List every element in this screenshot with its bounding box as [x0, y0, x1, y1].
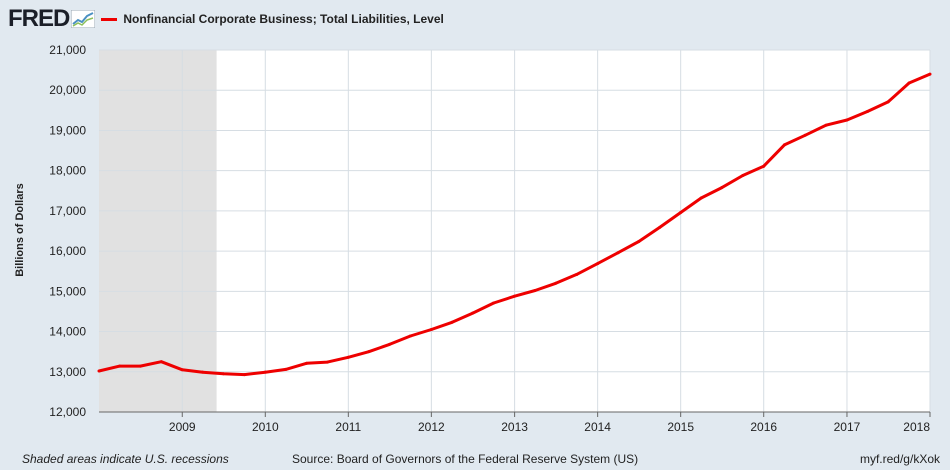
data-point[interactable]	[263, 370, 267, 374]
data-point[interactable]	[824, 123, 828, 127]
y-tick-label: 17,000	[49, 204, 86, 218]
data-point[interactable]	[201, 370, 205, 374]
data-point[interactable]	[575, 272, 579, 276]
data-point[interactable]	[284, 367, 288, 371]
data-point[interactable]	[325, 360, 329, 364]
x-tick-label: 2010	[252, 420, 279, 434]
data-point[interactable]	[387, 342, 391, 346]
data-point[interactable]	[138, 364, 142, 368]
data-point[interactable]	[118, 364, 122, 368]
data-point[interactable]	[907, 81, 911, 85]
legend-swatch	[101, 17, 118, 21]
data-point[interactable]	[429, 328, 433, 332]
y-tick-label: 12,000	[49, 405, 86, 419]
data-point[interactable]	[928, 72, 932, 76]
data-point[interactable]	[408, 334, 412, 338]
data-point[interactable]	[97, 369, 101, 373]
x-tick-label: 2018	[903, 420, 930, 434]
data-point[interactable]	[637, 239, 641, 243]
x-tick-label: 2014	[584, 420, 611, 434]
chart-footer: Shaded areas indicate U.S. recessions So…	[0, 450, 950, 468]
data-point[interactable]	[679, 210, 683, 214]
data-point[interactable]	[803, 133, 807, 137]
x-tick-label: 2017	[834, 420, 861, 434]
data-point[interactable]	[699, 196, 703, 200]
y-tick-label: 20,000	[49, 83, 86, 97]
x-tick-label: 2016	[750, 420, 777, 434]
data-point[interactable]	[762, 164, 766, 168]
data-point[interactable]	[159, 360, 163, 364]
data-point[interactable]	[865, 110, 869, 114]
recession-note: Shaded areas indicate U.S. recessions	[22, 452, 229, 466]
y-tick-label: 13,000	[49, 365, 86, 379]
data-point[interactable]	[450, 320, 454, 324]
chart-header: FRED Nonfinancial Corporate Business; To…	[8, 4, 444, 34]
fred-logo[interactable]: FRED	[8, 5, 70, 32]
data-point[interactable]	[554, 281, 558, 285]
data-point[interactable]	[242, 373, 246, 377]
y-tick-label: 15,000	[49, 284, 86, 298]
data-point[interactable]	[886, 100, 890, 104]
recession-shade	[99, 50, 217, 412]
y-tick-label: 21,000	[49, 43, 86, 57]
fred-logo-chart-icon	[71, 10, 96, 28]
data-point[interactable]	[845, 118, 849, 122]
x-tick-label: 2015	[667, 420, 694, 434]
data-point[interactable]	[533, 289, 537, 293]
data-point[interactable]	[180, 368, 184, 372]
data-point[interactable]	[782, 143, 786, 147]
data-point[interactable]	[741, 173, 745, 177]
data-point[interactable]	[471, 311, 475, 315]
data-point[interactable]	[720, 186, 724, 190]
source-text: Source: Board of Governors of the Federa…	[292, 452, 639, 466]
x-tick-label: 2013	[501, 420, 528, 434]
y-tick-label: 18,000	[49, 164, 86, 178]
data-point[interactable]	[492, 301, 496, 305]
data-point[interactable]	[304, 361, 308, 365]
x-tick-label: 2011	[335, 420, 361, 434]
y-tick-label: 14,000	[49, 325, 86, 339]
data-point[interactable]	[367, 350, 371, 354]
data-point[interactable]	[658, 225, 662, 229]
data-point[interactable]	[596, 262, 600, 266]
data-point[interactable]	[616, 251, 620, 255]
x-tick-label: 2009	[169, 420, 196, 434]
data-point[interactable]	[513, 294, 517, 298]
y-tick-label: 19,000	[49, 123, 86, 137]
data-point[interactable]	[221, 372, 225, 376]
legend-series-label: Nonfinancial Corporate Business; Total L…	[123, 12, 444, 26]
data-point[interactable]	[346, 355, 350, 359]
short-link[interactable]: myf.red/g/kXok	[859, 452, 940, 466]
x-tick-label: 2012	[418, 420, 445, 434]
y-tick-label: 16,000	[49, 244, 86, 258]
